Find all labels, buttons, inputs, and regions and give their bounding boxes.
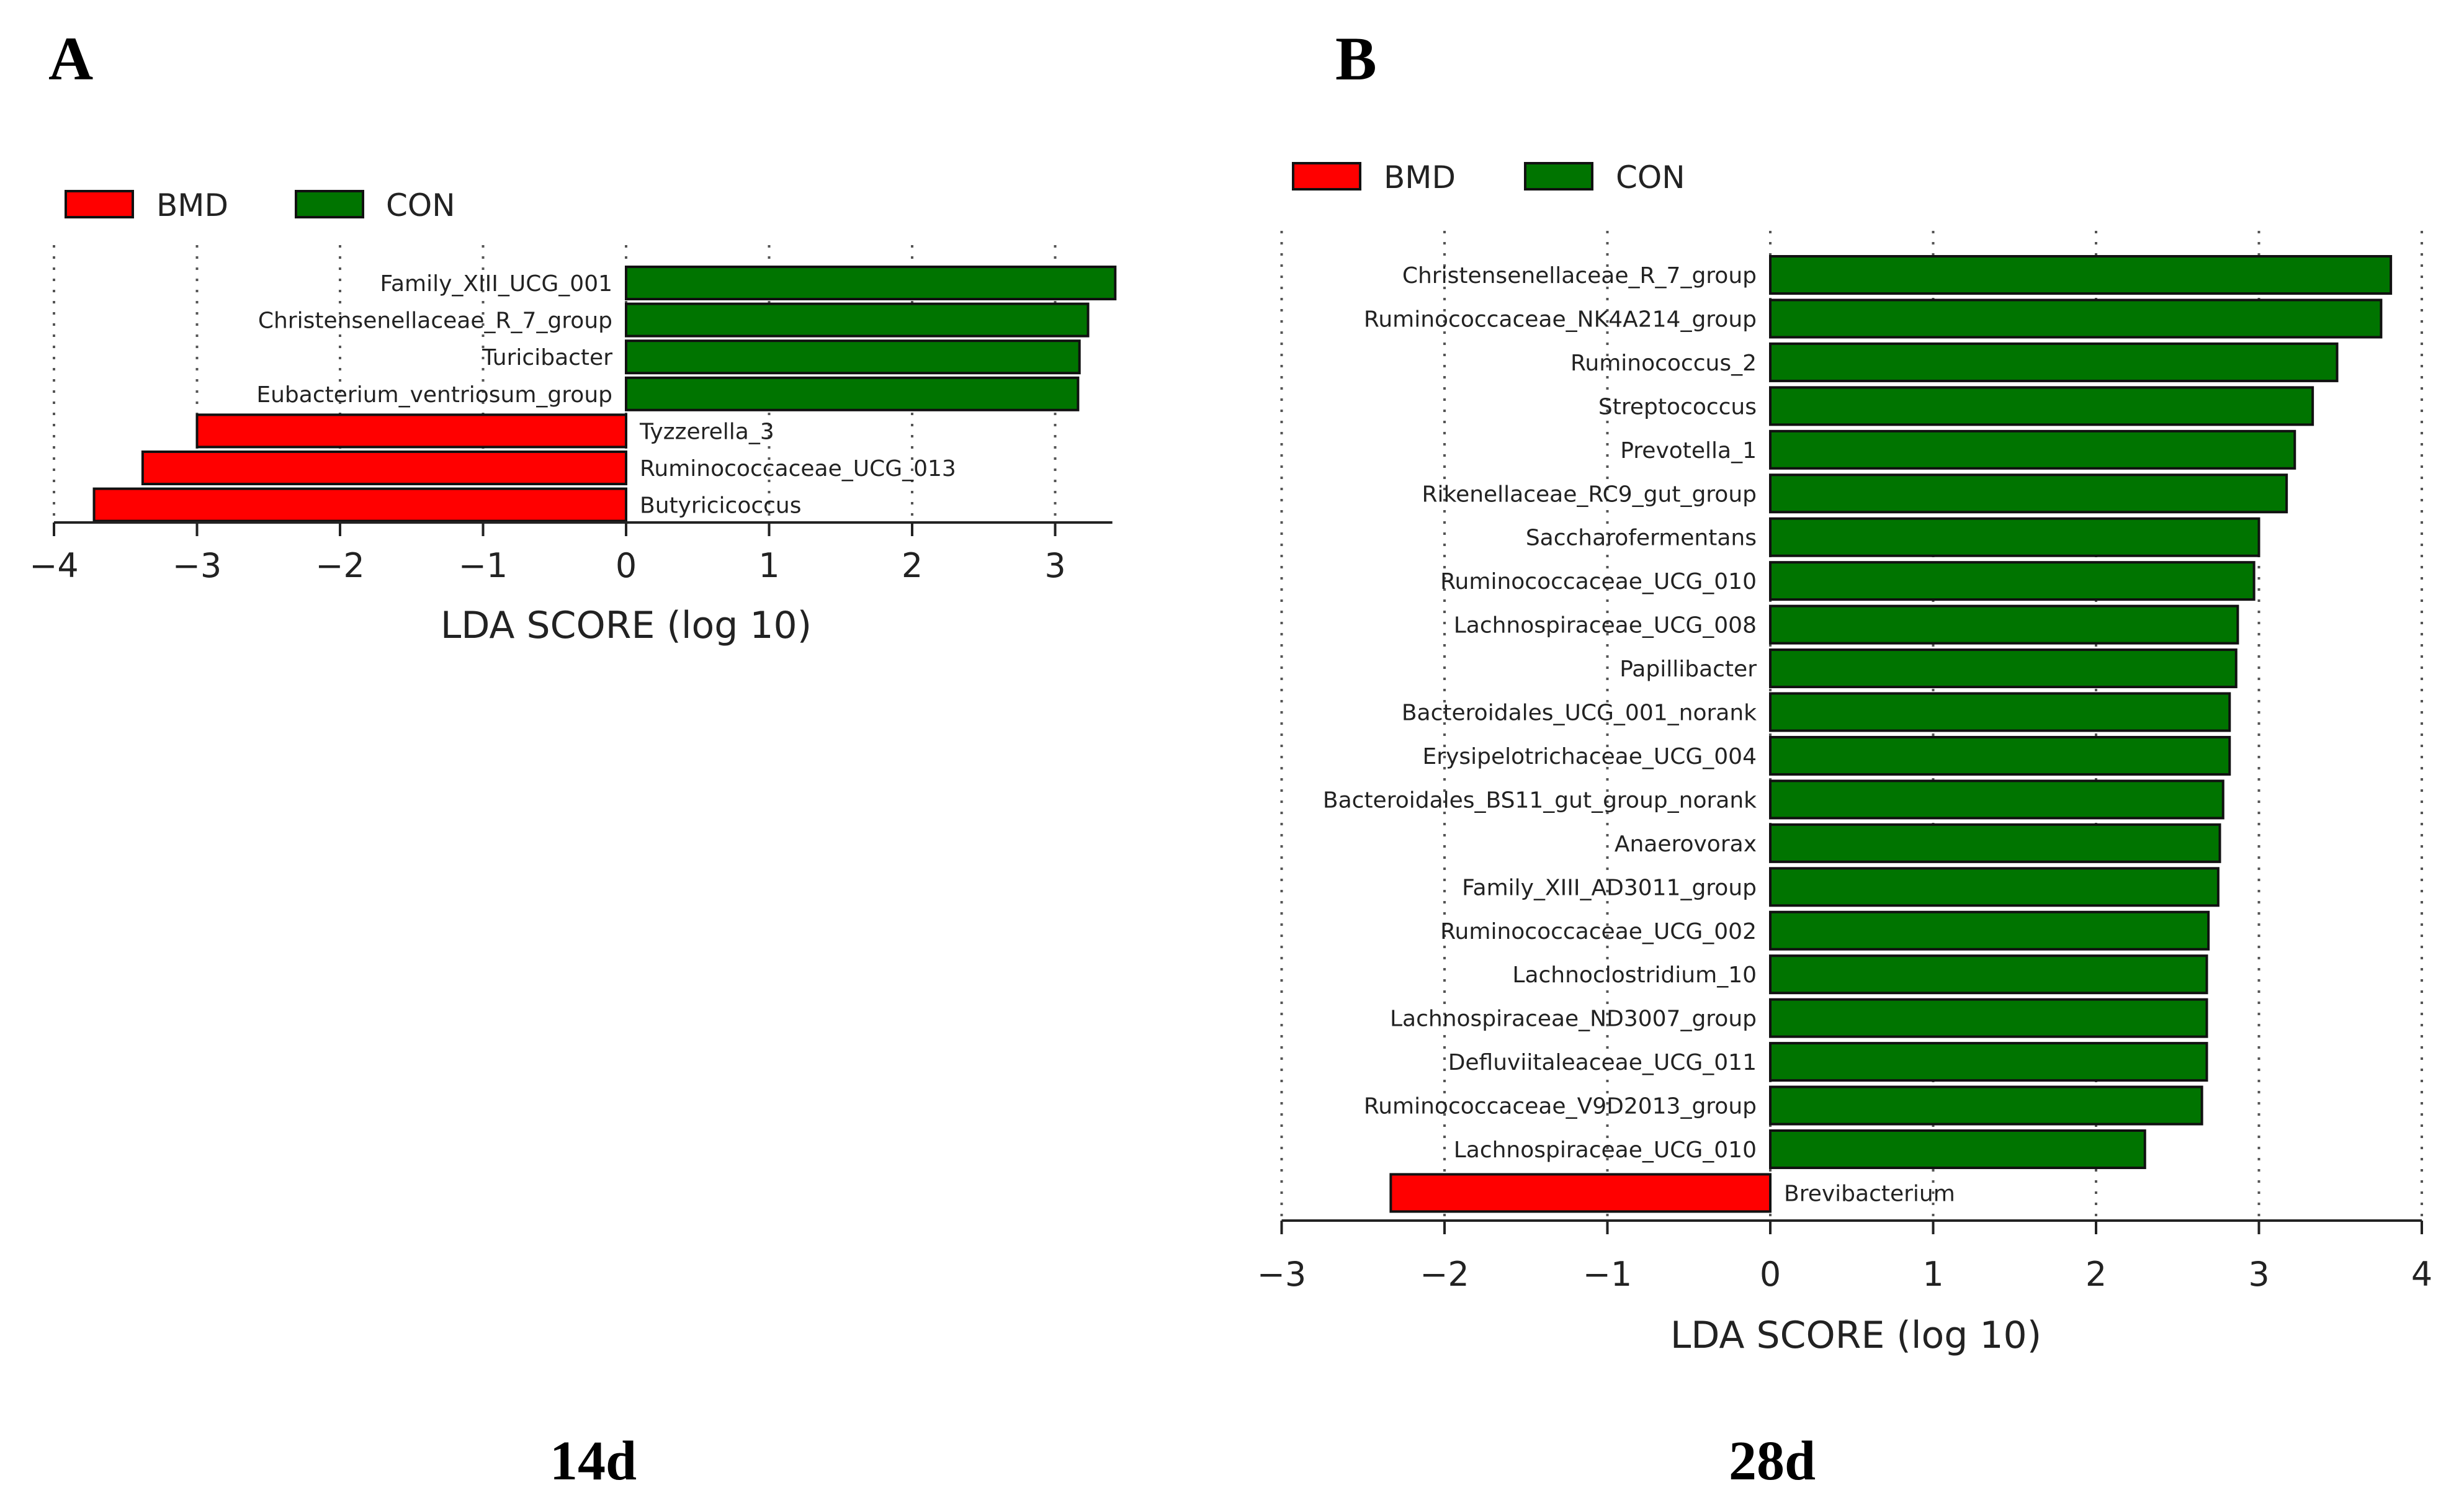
bar-con	[1769, 473, 2288, 514]
bar-con	[1769, 998, 2208, 1038]
panel-b-x-axis-title: LDA SCORE (log 10)	[1670, 1314, 2041, 1357]
bar-label: Ruminococcaceae_UCG_010	[1440, 569, 1757, 594]
bar-label: Bacteroidales_UCG_001_norank	[1402, 701, 1757, 726]
bar-con	[1769, 1129, 2146, 1169]
bar-con	[1769, 735, 2231, 776]
x-tick-label: −3	[1257, 1255, 1307, 1294]
bar-label: Erysipelotrichaceae_UCG_004	[1423, 744, 1757, 769]
legend-bmd-label: BMD	[156, 187, 228, 223]
bar-label: Lachnospiraceae_UCG_008	[1454, 613, 1757, 639]
x-tick-label: 2	[902, 546, 923, 585]
bar-label: Rikenellaceae_RC9_gut_group	[1422, 482, 1757, 507]
bar-con	[625, 266, 1117, 300]
bar-label: Family_XIII_UCG_001	[380, 271, 612, 297]
panel-b-chart: Christensenellaceae_R_7_group Ruminococca…	[1257, 231, 2432, 1294]
bar-label: Turicibacter	[482, 345, 612, 370]
panel-a-chart: Family_XIII_UCG_001 Christensenellaceae_R…	[29, 245, 1117, 585]
bar-bmd	[195, 413, 627, 449]
bar-label: Lachnospiraceae_ND3007_group	[1390, 1007, 1757, 1032]
legend-con-label-b: CON	[1616, 159, 1685, 195]
bar-label: Lachnoclostridium_10	[1512, 962, 1757, 988]
x-tick-label: 0	[1760, 1255, 1781, 1294]
bar-con	[1769, 910, 2210, 951]
bar-con	[625, 302, 1090, 338]
legend-bmd-swatch	[65, 190, 134, 218]
bar-label: Christensenellaceae_R_7_group	[1402, 263, 1757, 289]
bar-con	[1769, 255, 2393, 295]
bar-con	[625, 339, 1081, 375]
bar-label: Anaerovorax	[1615, 832, 1757, 857]
bar-con	[1769, 298, 2383, 339]
x-tick-label: 4	[2411, 1255, 2432, 1294]
x-tick-label: −4	[29, 546, 79, 585]
bar-label: Christensenellaceae_R_7_group	[258, 308, 612, 334]
x-tick-label: −1	[459, 546, 508, 585]
bar-label: Streptococcus	[1598, 394, 1757, 419]
bar-con	[1769, 561, 2256, 601]
bar-label: Papillibacter	[1620, 657, 1757, 682]
panel-b-caption: 28d	[1729, 1430, 1816, 1492]
x-tick-label: 0	[616, 546, 637, 585]
bar-label: Ruminococcus_2	[1570, 351, 1757, 376]
bar-con	[1769, 429, 2296, 470]
legend-con-swatch	[295, 190, 364, 218]
legend-con-swatch-b	[1524, 162, 1593, 191]
panel-b-legend: BMD CON	[1292, 159, 1685, 195]
bar-con	[1769, 954, 2208, 995]
legend-bmd-label-b: BMD	[1384, 159, 1456, 195]
bar-con	[1769, 1042, 2208, 1082]
x-tick-label: 1	[758, 546, 779, 585]
bar-con	[1769, 692, 2231, 732]
bar-label: Ruminococcaceae_V9D2013_group	[1364, 1094, 1757, 1119]
bar-label: Ruminococcaceae_UCG_002	[1440, 919, 1757, 944]
x-tick-label: 3	[1044, 546, 1065, 585]
panel-a-legend: BMD CON	[65, 187, 455, 223]
bar-bmd	[92, 487, 628, 522]
bar-con	[1769, 1085, 2203, 1126]
x-tick-label: −2	[1420, 1255, 1469, 1294]
x-tick-label: 3	[2248, 1255, 2269, 1294]
x-tick-label: −2	[315, 546, 365, 585]
bar-label: Ruminococcaceae_UCG_013	[640, 456, 956, 482]
bar-con	[1769, 823, 2221, 863]
bar-con	[1769, 386, 2314, 426]
panel-a: A BMD CON Family_XIII_UCG_001 Christensen…	[29, 24, 1117, 1492]
panel-a-x-axis-title: LDA SCORE (log 10)	[441, 604, 812, 647]
bar-label: Bacteroidales_BS11_gut_group_norank	[1323, 787, 1757, 813]
bar-con	[1769, 342, 2339, 382]
bar-con	[1769, 517, 2260, 557]
panel-b-letter: B	[1335, 24, 1377, 93]
x-tick-label: −3	[172, 546, 222, 585]
bar-label: Eubacterium_ventriosum_group	[256, 382, 612, 408]
bar-label: Family_XIII_AD3011_group	[1462, 875, 1757, 900]
bar-label: Prevotella_1	[1620, 438, 1757, 464]
bar-label: Saccharofermentans	[1526, 526, 1757, 551]
bar-label: Ruminococcaceae_NK4A214_group	[1364, 307, 1757, 332]
x-tick-label: 1	[1922, 1255, 1943, 1294]
bar-label: Lachnospiraceae_UCG_010	[1454, 1137, 1757, 1163]
legend-con-label: CON	[386, 187, 455, 223]
bar-con	[625, 376, 1080, 411]
bar-label: Defluviitaleaceae_UCG_011	[1448, 1050, 1757, 1075]
x-tick-label: −1	[1583, 1255, 1633, 1294]
bar-label: Brevibacterium	[1784, 1181, 1955, 1206]
panel-b: B BMD CON Christensenellaceae_R_7_group R…	[1257, 24, 2432, 1492]
panel-a-caption: 14d	[550, 1430, 637, 1492]
bar-con	[1769, 648, 2238, 689]
bar-con	[1769, 779, 2224, 820]
bar-con	[1769, 604, 2239, 645]
x-tick-label: 2	[2085, 1255, 2107, 1294]
bar-bmd	[141, 451, 628, 485]
bar-label: Butyricicoccus	[640, 493, 802, 519]
bar-con	[1769, 867, 2220, 907]
legend-bmd-swatch-b	[1292, 162, 1361, 191]
bar-label: Tyzzerella_3	[639, 419, 774, 444]
panel-a-letter: A	[48, 24, 93, 93]
bar-bmd	[1389, 1173, 1772, 1213]
